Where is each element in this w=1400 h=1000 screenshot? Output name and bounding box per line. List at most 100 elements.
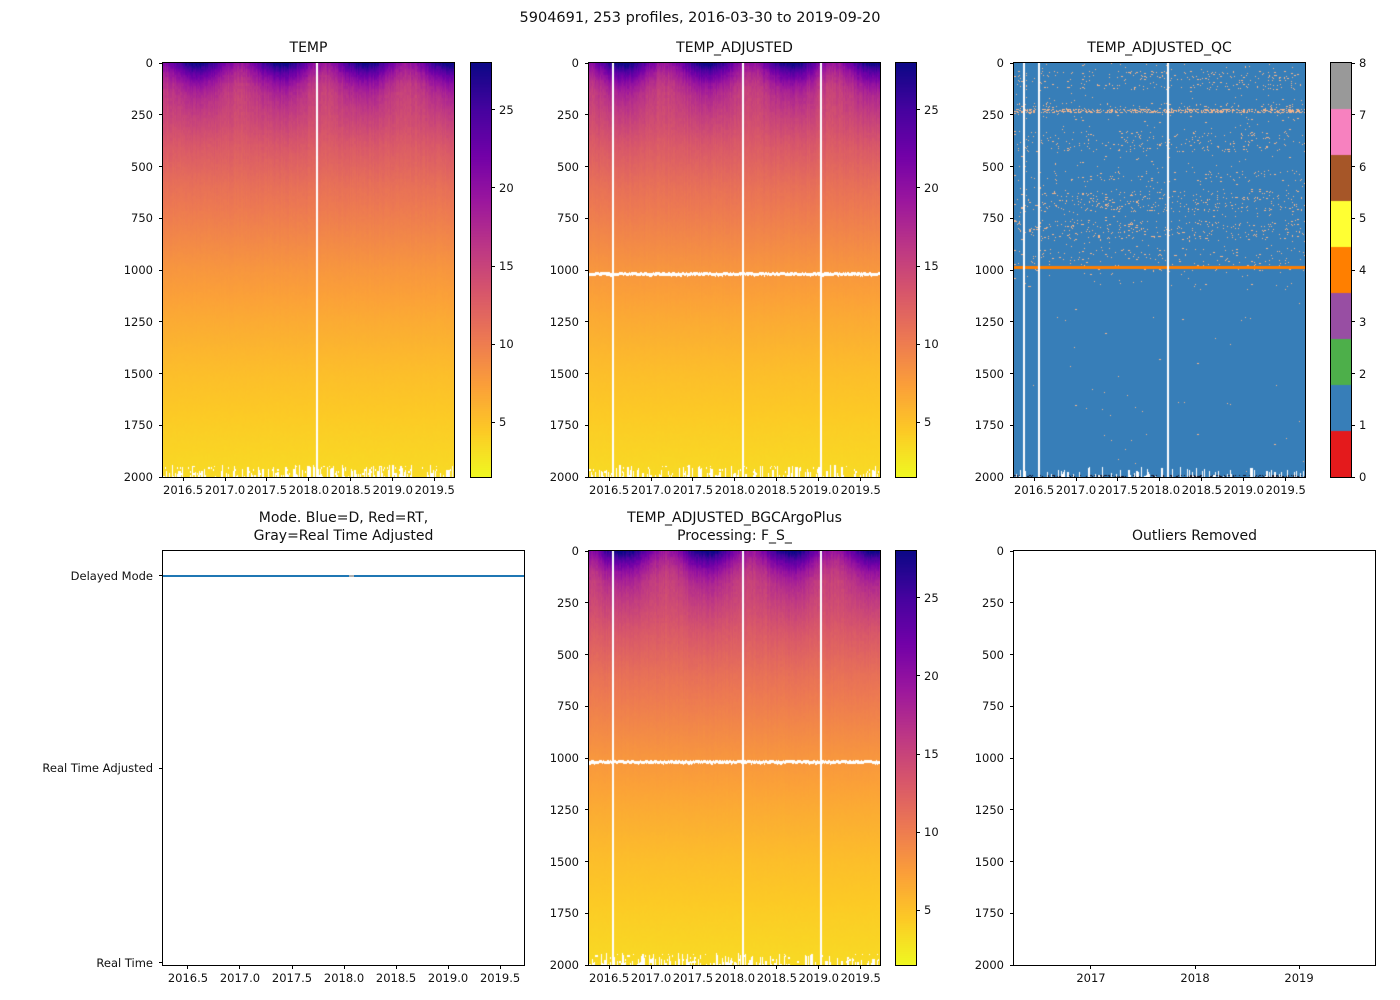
subplot-temp: TEMP 0 250 500 750 1000 1250 1500 1750 2000 2016… xyxy=(124,40,455,497)
tick-label: 2019.0 xyxy=(1223,483,1264,497)
tick-label: 7 xyxy=(1359,107,1367,122)
tick-mark xyxy=(608,477,610,481)
tick-label: 20 xyxy=(499,180,514,195)
tick-mark xyxy=(1010,602,1014,604)
tick-mark xyxy=(159,114,163,116)
tick-mark xyxy=(1010,269,1014,271)
tick-mark xyxy=(187,965,189,969)
tick-mark xyxy=(734,477,736,481)
tick-label: 2016.5 xyxy=(589,483,630,497)
tick-mark xyxy=(916,187,920,189)
tick-mark xyxy=(159,476,163,478)
tick-mark xyxy=(1010,476,1014,478)
tick-label: 2019.5 xyxy=(414,483,455,497)
tick-label: 1250 xyxy=(974,314,1004,329)
subplot-temp-adjusted-bgc-title-line1: TEMP_ADJUSTED_BGCArgoPlus xyxy=(627,509,842,526)
tick-mark xyxy=(392,477,394,481)
tick-mark xyxy=(585,654,589,655)
temp-colorbar-ticks: 5 10 15 20 25 xyxy=(491,63,525,477)
tick-label: 25 xyxy=(499,102,514,117)
tick-label: 2000 xyxy=(974,470,1004,484)
tick-mark xyxy=(491,265,495,267)
subplot-temp-adjusted-bgc-title: TEMP_ADJUSTED_BGCArgoPlus Processing: F_… xyxy=(529,509,940,545)
tick-label: 2018.0 xyxy=(714,971,756,985)
tick-mark xyxy=(916,753,920,755)
temp-colorbar-gradient xyxy=(471,63,491,477)
tick-mark xyxy=(692,965,694,969)
bgc-heatmap-canvas xyxy=(589,551,880,965)
tick-mark xyxy=(499,965,501,969)
tick-label: 500 xyxy=(131,159,153,174)
tick-mark xyxy=(916,831,920,833)
tick-mark xyxy=(1117,477,1119,481)
tick-label: 2017.5 xyxy=(271,971,313,985)
tick-mark xyxy=(585,861,589,862)
delayed-mode-line-gap xyxy=(349,574,355,577)
tick-mark xyxy=(1159,477,1161,481)
tick-label: 15 xyxy=(924,747,939,762)
tick-mark xyxy=(585,705,589,707)
tick-mark xyxy=(916,109,920,111)
bgc-x-axis: 2016.5 2017.0 2017.5 2018.0 2018.5 2019.0 2019… xyxy=(589,965,881,989)
tick-label: 500 xyxy=(557,647,579,662)
tick-label: 1250 xyxy=(974,802,1004,817)
tick-label: 2018.5 xyxy=(756,971,797,985)
tick-mark xyxy=(159,373,163,374)
temp-adjusted-colorbar-gradient xyxy=(896,63,916,477)
tick-mark xyxy=(1075,477,1077,481)
tick-label: 2019.0 xyxy=(427,971,469,985)
qc-colorbar-bands xyxy=(1331,63,1351,477)
tick-label: 15 xyxy=(924,259,939,274)
subplot-temp-title: TEMP xyxy=(103,39,514,57)
tick-label: 2017.5 xyxy=(1097,483,1139,497)
tick-mark xyxy=(1285,477,1287,481)
temp-adjusted-colorbar: 5 10 15 20 25 xyxy=(895,62,939,478)
tick-label: 2018.5 xyxy=(1181,483,1222,497)
bgc-colorbar-ticks: 5 10 15 20 25 xyxy=(916,551,950,965)
tick-label: 2017.5 xyxy=(246,483,288,497)
tick-label: Delayed Mode xyxy=(70,568,153,583)
tick-label: 2016.5 xyxy=(589,971,630,985)
tick-label: 1 xyxy=(1359,418,1367,433)
subplot-mode-title-line1: Mode. Blue=D, Red=RT, xyxy=(258,509,429,526)
tick-mark xyxy=(585,166,589,167)
subplot-temp-adjusted-qc: TEMP_ADJUSTED_QC 0 250 500 750 1000 1250 1500 1… xyxy=(975,40,1306,497)
tick-label: 25 xyxy=(924,590,939,605)
tick-mark xyxy=(1351,373,1355,374)
tick-mark xyxy=(266,477,268,481)
tick-label: 750 xyxy=(982,211,1004,226)
tick-label: 1250 xyxy=(549,314,579,329)
tick-mark xyxy=(860,965,862,969)
tick-label: 1750 xyxy=(974,418,1004,433)
outliers-x-axis: 2017 2018 2019 xyxy=(1014,965,1375,989)
tick-mark xyxy=(1010,964,1014,966)
subplot-temp-adjusted-title: TEMP_ADJUSTED xyxy=(529,39,940,57)
tick-mark xyxy=(239,965,241,969)
tick-label: 4 xyxy=(1359,263,1367,277)
tick-label: 1000 xyxy=(549,263,579,277)
tick-mark xyxy=(585,757,589,759)
tick-mark xyxy=(182,477,184,481)
tick-label: 750 xyxy=(557,211,579,226)
tick-label: 2019.5 xyxy=(1265,483,1306,497)
mode-x-axis: 2016.5 2017.0 2017.5 2018.0 2018.5 2019.0 2019… xyxy=(163,965,524,989)
tick-label: 2018.0 xyxy=(714,483,756,497)
tick-mark xyxy=(776,965,778,969)
tick-mark xyxy=(1010,321,1014,323)
temp-adjusted-colorbar-ticks: 5 10 15 20 25 xyxy=(916,63,950,477)
tick-label: 1750 xyxy=(549,906,579,921)
tick-mark xyxy=(608,965,610,969)
subplot-temp-adjusted-qc-title-line1: TEMP_ADJUSTED_QC xyxy=(1087,39,1232,56)
tick-mark xyxy=(224,477,226,481)
tick-mark xyxy=(159,217,163,219)
tick-mark xyxy=(1351,217,1355,219)
tick-mark xyxy=(585,964,589,966)
tick-label: 2019.5 xyxy=(840,971,881,985)
tick-label: 0 xyxy=(571,544,579,558)
subplot-mode: Mode. Blue=D, Red=RT, Gray=Real Time Adj… xyxy=(42,510,525,985)
tick-mark xyxy=(447,965,449,969)
tick-mark xyxy=(734,965,736,969)
tick-mark xyxy=(916,675,920,677)
tick-mark xyxy=(585,62,589,64)
